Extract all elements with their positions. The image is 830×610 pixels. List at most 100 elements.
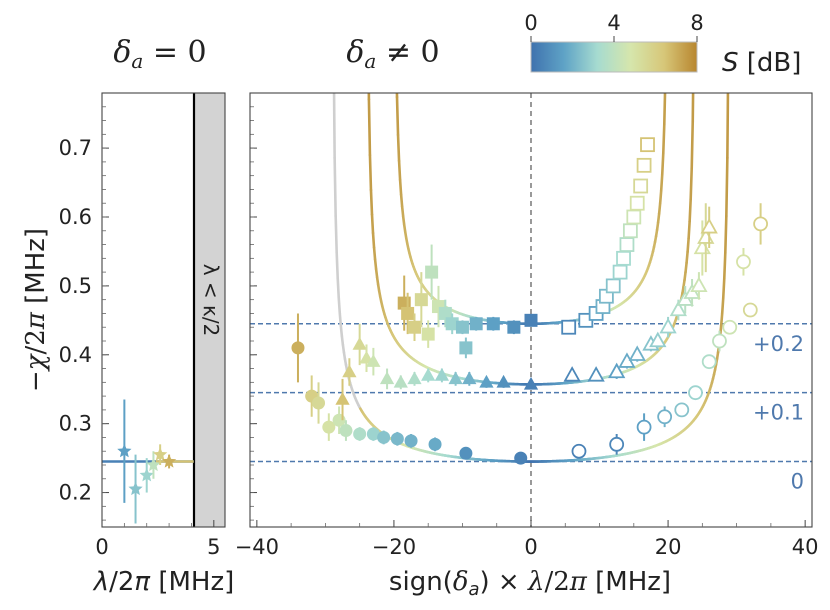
left-star-point (139, 467, 154, 482)
fit-curve-segment (690, 120, 695, 170)
circle-point (571, 443, 587, 459)
left-star-point (161, 454, 177, 468)
triangle-point (523, 376, 539, 390)
colorbar-tick-label: 4 (607, 11, 620, 35)
triangle-point (690, 276, 708, 293)
fit-curve-segment (684, 261, 688, 274)
triangle-point (366, 354, 381, 367)
fit-curve-segment (725, 156, 729, 218)
circle-point (428, 437, 442, 451)
colorbar-label-unit: [dB] (739, 48, 802, 78)
fit-curve-segment (722, 251, 727, 280)
triangle-point (649, 331, 667, 348)
square-point (612, 264, 628, 280)
square-point (561, 319, 577, 335)
right-xtick-label: −40 (235, 535, 279, 559)
fit-curve-segment (723, 214, 728, 255)
right-panel-title: δa ≠ 0 (346, 35, 439, 73)
left-title-sub: a (131, 49, 143, 73)
ylab-pi: π (21, 311, 51, 330)
right-xtick-label: −20 (372, 535, 416, 559)
fit-curve-segment (335, 251, 340, 280)
left-xlab-lambda: λ (92, 567, 109, 597)
fit-curve-segment (371, 231, 376, 249)
square-point (605, 278, 621, 294)
fit-curve-segment (662, 93, 667, 126)
colorbar-ticks: 0 4 8 (524, 11, 704, 42)
fit-curve-segment (660, 151, 665, 176)
fit-curve-segment (397, 159, 402, 182)
circle-point (701, 354, 717, 370)
right-title-sub: a (364, 49, 376, 73)
square-point (619, 237, 635, 252)
fit-curve-segment (401, 215, 406, 227)
triangle-point (421, 367, 436, 381)
square-point (486, 317, 500, 331)
circle-point (514, 451, 528, 465)
circle-point (353, 427, 367, 441)
left-star-point (117, 443, 132, 458)
left-star-point (128, 481, 143, 496)
left-x-label: λ/2π [MHz] (92, 567, 235, 597)
fit-curve-segment (686, 236, 690, 254)
fit-curve-segment (368, 153, 373, 192)
colorbar-tick-label: 0 (524, 11, 537, 35)
circle-point (712, 333, 727, 349)
ytick-label: 0.3 (59, 412, 92, 436)
square-point (629, 195, 645, 211)
square-point (626, 209, 642, 225)
triangle-point (700, 217, 718, 234)
triangle-point (335, 392, 350, 405)
fit-curve-segment (374, 267, 379, 279)
fit-curve-segment (687, 219, 691, 240)
circle-point (742, 302, 758, 318)
fit-curve-segment (726, 93, 730, 160)
right-xtick-label: 20 (655, 535, 682, 559)
fit-curve-segment (396, 133, 401, 163)
right-xtick-label: 0 (524, 535, 537, 559)
colorbar-tick-label: 8 (690, 11, 703, 35)
ylab-minus: − (21, 370, 51, 392)
square-point (414, 293, 428, 307)
square-point (640, 137, 655, 153)
ytick-label: 0.2 (59, 481, 92, 505)
square-point (524, 313, 538, 327)
fit-curve-segment (336, 277, 341, 300)
fit-curve-segment (685, 250, 689, 265)
left-axes-frame (101, 92, 226, 528)
right-x-label: sign(δa) × λ/2π [MHz] (389, 567, 671, 600)
right-title-rest: ≠ 0 (376, 35, 439, 70)
left-bound-shade (194, 93, 225, 527)
circle-point (657, 409, 673, 425)
offset-label: +0.2 (753, 332, 804, 356)
offset-label: +0.1 (753, 401, 804, 425)
left-xlab-unit: [MHz] (150, 567, 234, 597)
left-xtick-label: 0 (95, 535, 108, 559)
rxlab-sub: a (468, 579, 479, 600)
circle-point (404, 434, 418, 448)
circle-point (377, 430, 391, 444)
fit-curve-segment (688, 197, 692, 223)
left-xlab-rest: /2 (109, 567, 134, 597)
fit-curve-segment (395, 95, 400, 137)
square-point (622, 223, 638, 239)
circle-point (322, 420, 336, 434)
circle-point (753, 216, 768, 232)
fit-curve-segment (658, 188, 663, 205)
fit-curve-segment (340, 334, 345, 346)
colorbar-gradient (530, 41, 698, 73)
left-axis-ticks: 0.2 0.3 0.4 0.5 0.6 0.7 0 5 (59, 106, 257, 559)
fit-curve-segment (339, 324, 344, 338)
fit-curve-segment (338, 311, 343, 327)
triangle-point (462, 371, 477, 385)
fit-curve-segment (334, 214, 339, 255)
fit-curve-segment (683, 270, 687, 282)
triangle-point (563, 366, 581, 382)
fit-curve-segment (656, 212, 661, 224)
offset-label: 0 (791, 470, 804, 494)
circle-point (459, 446, 473, 460)
y-axis-label: −χ/2π [MHz] (21, 228, 51, 392)
fit-curve-segment (399, 193, 404, 208)
fit-curve-segment (332, 93, 336, 160)
triangle-point (496, 374, 511, 388)
